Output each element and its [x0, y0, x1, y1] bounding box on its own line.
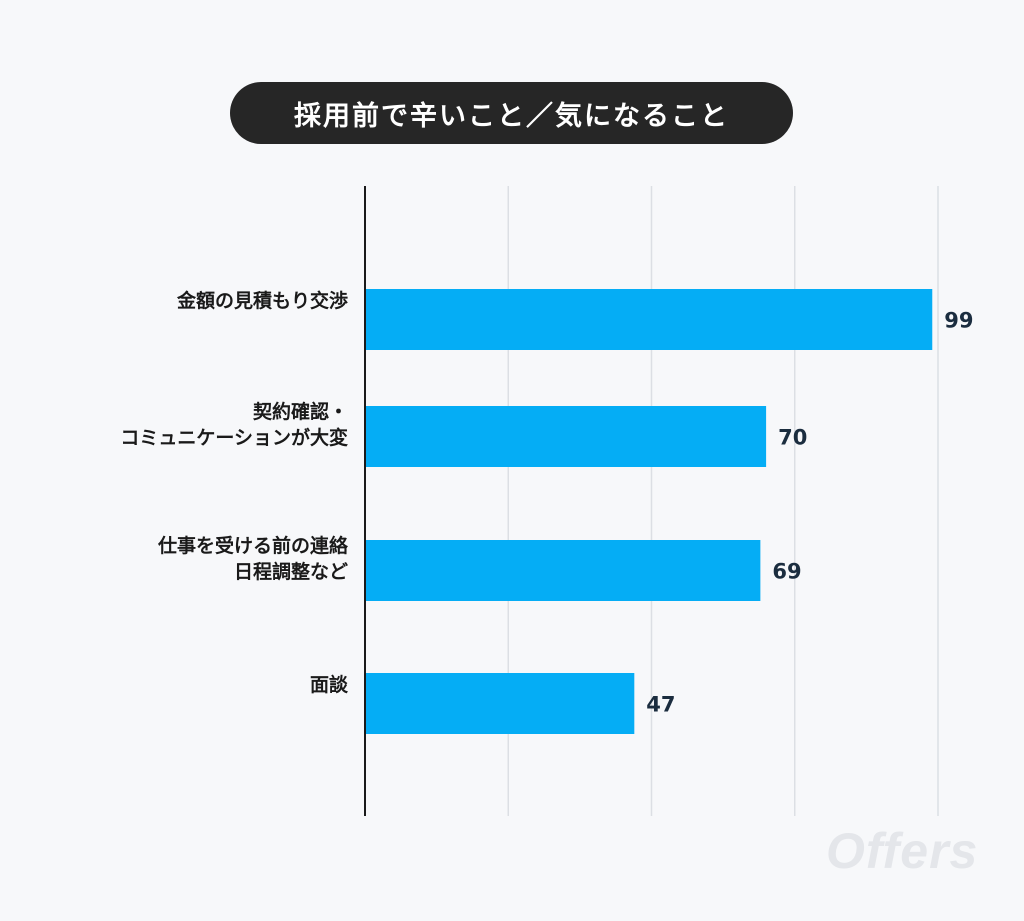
bar-4 — [365, 673, 635, 734]
bar-3 — [365, 540, 761, 601]
chart-title: 採用前で辛いこと／気になること — [230, 82, 793, 144]
category-label-3-line-1: 仕事を受ける前の連絡 — [157, 534, 349, 557]
value-label-1: 99 — [944, 309, 973, 333]
category-label-1: 金額の見積もり交渉 — [176, 289, 348, 312]
value-label-4: 47 — [646, 693, 675, 717]
bar-1 — [365, 289, 933, 350]
category-label-4: 面談 — [310, 673, 349, 696]
category-label-3-line-2: 日程調整など — [234, 560, 348, 583]
offers-watermark: Offers — [826, 823, 979, 879]
value-label-2: 70 — [778, 426, 807, 450]
bar-2 — [365, 406, 767, 467]
value-label-3: 69 — [772, 560, 801, 584]
category-label-2-line-2: コミュニケーションが大変 — [120, 426, 348, 449]
category-label-2-line-1: 契約確認・ — [252, 400, 348, 423]
